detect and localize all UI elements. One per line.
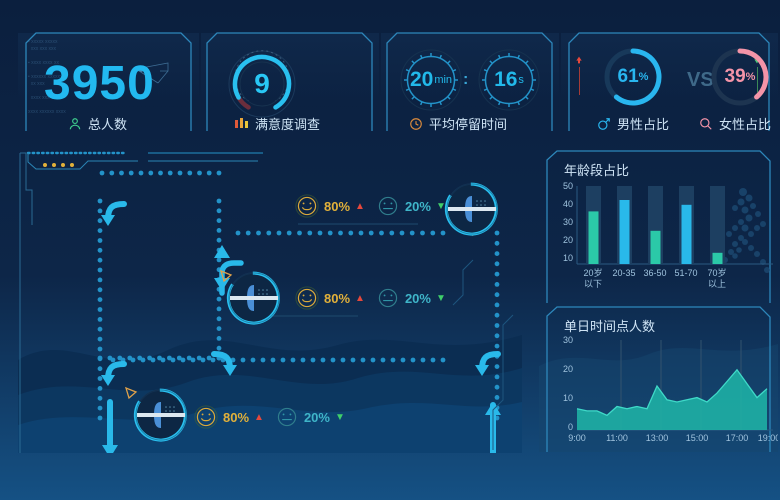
svg-text:0: 0 xyxy=(568,422,573,432)
svg-text:9:00: 9:00 xyxy=(568,433,586,443)
svg-text:以下: 以下 xyxy=(584,279,602,289)
svg-text:50: 50 xyxy=(563,181,573,191)
svg-text:20-35: 20-35 xyxy=(612,268,635,278)
svg-text:30: 30 xyxy=(563,217,573,227)
svg-text:70岁: 70岁 xyxy=(707,267,726,278)
svg-text:20岁: 20岁 xyxy=(583,267,602,278)
svg-text:17:00: 17:00 xyxy=(726,433,749,443)
svg-text:13:00: 13:00 xyxy=(646,433,669,443)
svg-text:51-70: 51-70 xyxy=(674,268,697,278)
svg-text:20: 20 xyxy=(563,364,573,374)
svg-text:30: 30 xyxy=(563,335,573,345)
svg-text:40: 40 xyxy=(563,199,573,209)
svg-text:36-50: 36-50 xyxy=(643,268,666,278)
svg-text:19:00: 19:00 xyxy=(758,433,778,443)
svg-text:11:00: 11:00 xyxy=(606,433,628,443)
svg-text:以上: 以上 xyxy=(708,279,726,289)
svg-text:10: 10 xyxy=(563,393,573,403)
svg-text:15:00: 15:00 xyxy=(686,433,709,443)
svg-text:10: 10 xyxy=(563,253,573,263)
svg-text:9: 9 xyxy=(254,68,270,99)
svg-text:20: 20 xyxy=(563,235,573,245)
